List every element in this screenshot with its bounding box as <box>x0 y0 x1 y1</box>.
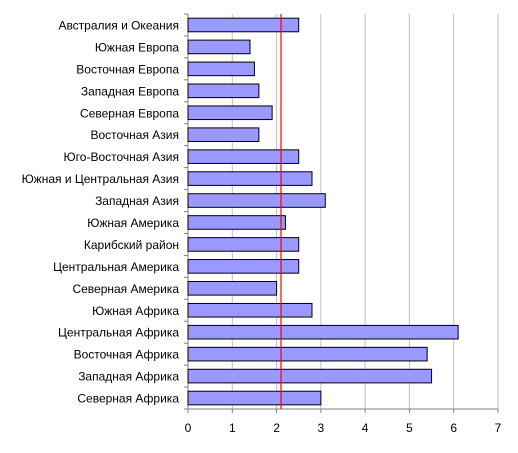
category-label: Карибский район <box>84 238 179 252</box>
category-label: Западная Африка <box>78 370 179 384</box>
category-label: Северная Европа <box>80 106 179 120</box>
bar <box>187 171 313 186</box>
category-label: Центральная Америка <box>53 260 179 274</box>
bar <box>187 105 273 121</box>
category-label: Южная Америка <box>87 216 179 230</box>
gridlines <box>231 14 499 409</box>
x-tick-labels: 0 1 2 3 4 5 6 7 <box>185 421 502 435</box>
bar <box>187 17 300 33</box>
x-tick-label: 4 <box>362 421 369 435</box>
x-tick-label: 5 <box>406 421 413 435</box>
category-label: Западная Азия <box>95 194 179 208</box>
bar <box>187 390 322 406</box>
bars <box>187 17 459 406</box>
bar <box>187 39 251 55</box>
bar <box>187 281 278 296</box>
category-label: Центральная Африка <box>58 326 179 340</box>
category-label: Западная Европа <box>81 84 179 98</box>
bar <box>187 346 428 362</box>
category-label: Северная Африка <box>77 392 179 406</box>
category-label: Восточная Африка <box>74 348 180 362</box>
category-label: Северная Америка <box>72 282 179 296</box>
bar <box>187 259 300 274</box>
x-tick-label: 7 <box>495 421 502 435</box>
category-label: Австралия и Океания <box>58 18 179 32</box>
x-tick-label: 1 <box>229 421 236 435</box>
x-tick-label: 6 <box>450 421 457 435</box>
category-label: Южная и Центральная Азия <box>22 172 179 186</box>
bar <box>187 149 300 164</box>
category-labels: Австралия и Океания Южная Европа Восточная… <box>22 18 180 405</box>
bar <box>187 61 255 77</box>
bar <box>187 127 260 142</box>
category-label: Восточная Европа <box>76 62 179 76</box>
category-label: Восточная Азия <box>90 128 179 142</box>
category-label: Южная Европа <box>95 40 180 54</box>
bar <box>187 215 286 230</box>
x-tick-label: 2 <box>273 421 280 435</box>
bar <box>187 193 326 208</box>
x-tick-label: 3 <box>318 421 325 435</box>
category-label: Южная Африка <box>92 304 179 318</box>
bar <box>187 368 433 384</box>
bar <box>187 302 313 318</box>
x-tick-label: 0 <box>185 421 192 435</box>
category-label: Юго-Восточная Азия <box>64 150 179 164</box>
bar <box>187 237 300 252</box>
axes <box>184 13 499 413</box>
bar <box>187 83 260 99</box>
bar <box>187 324 459 340</box>
